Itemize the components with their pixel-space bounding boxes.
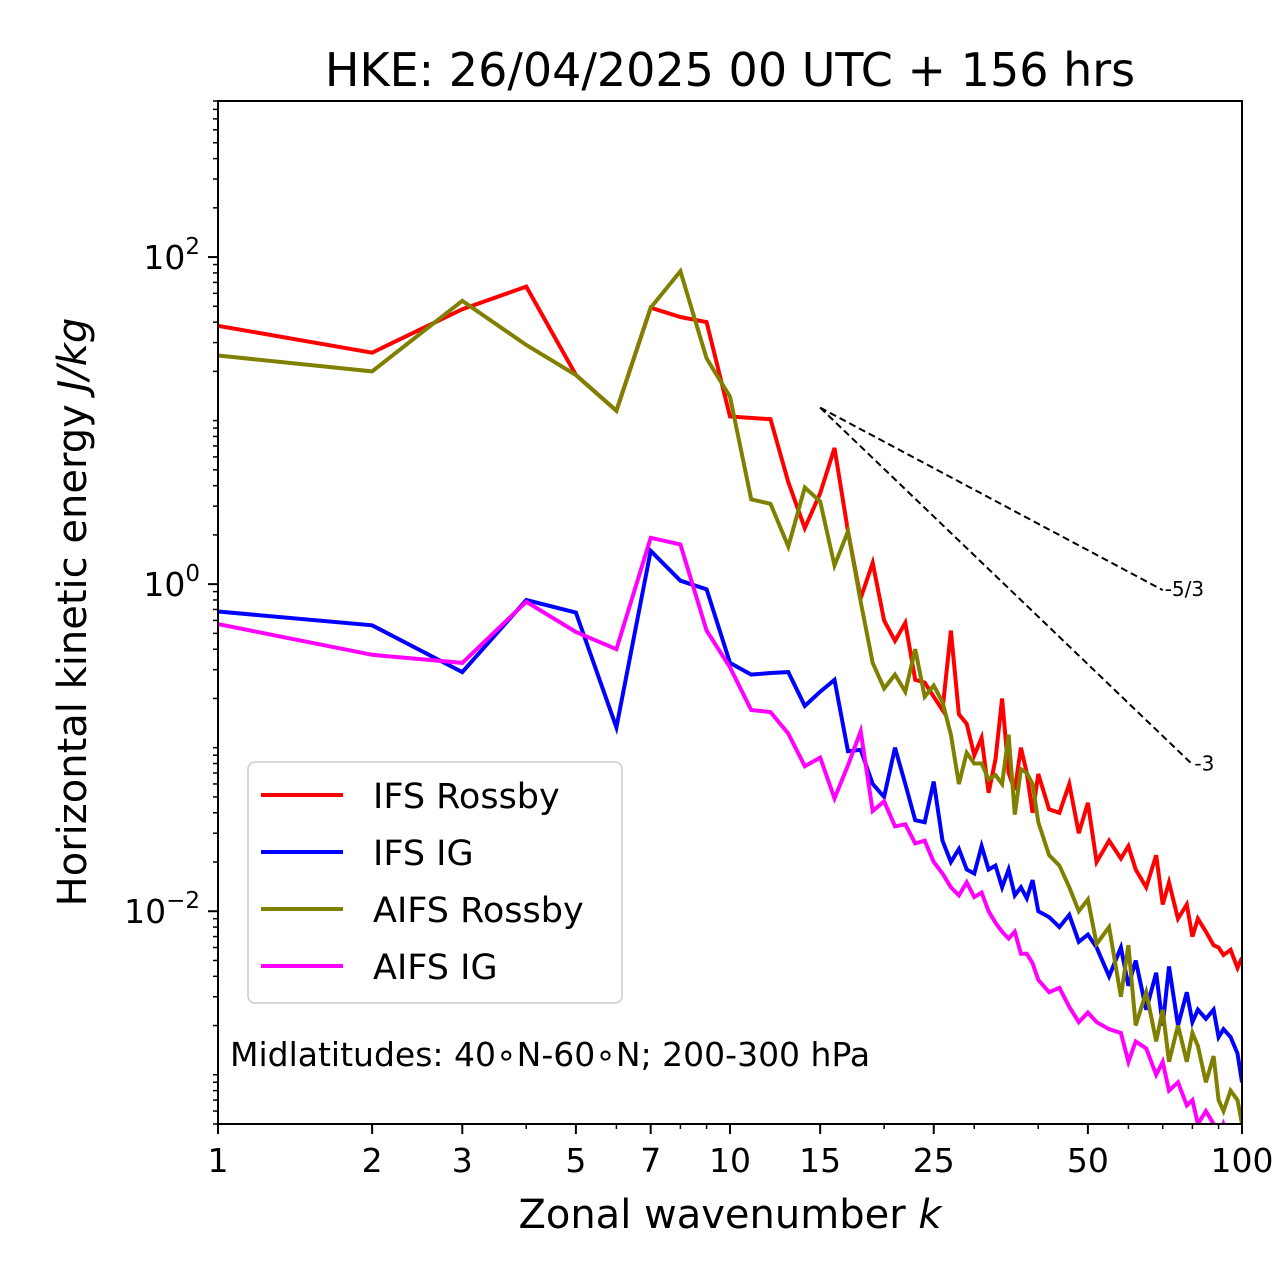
slope-line-0 [819,406,1164,591]
chart-title: HKE: 26/04/2025 00 UTC + 156 hrs [325,43,1135,97]
y-tick-label: 102 [143,234,200,277]
y-axis-ticks: 102 100 10−2 [124,100,218,1125]
x-tick-label: 1 [208,1141,229,1180]
x-axis-label-var: k [918,1192,943,1238]
legend-label: IFS IG [373,834,474,874]
x-tick-label: 2 [362,1141,383,1180]
y-tick-label: 10−2 [124,888,200,931]
x-tick-label: 5 [565,1141,586,1180]
x-tick-label: 10 [709,1141,751,1180]
legend: IFS Rossby IFS IG AIFS Rossby AIFS IG [247,761,623,1004]
region-annotation: Midlatitudes: 40∘N-60∘N; 200-300 hPa [230,1035,870,1074]
slope-label-0: -5/3 [1165,577,1204,601]
x-tick-label: 3 [452,1141,473,1180]
legend-box [247,761,623,1004]
y-tick-label: 100 [143,561,200,604]
legend-label: AIFS IG [373,948,498,988]
x-tick-label: 7 [640,1141,661,1180]
series-line-aifs-rossby [218,267,1242,1124]
slope-label-1: -3 [1194,751,1214,775]
series-line-ifs-rossby [218,284,1242,974]
series-line-aifs-ig [218,535,1226,1124]
x-tick-label: 50 [1067,1141,1109,1180]
x-tick-label: 25 [913,1141,955,1180]
reference-slopes: -5/3 -3 [819,406,1214,775]
x-axis-label-text: Zonal wavenumber [518,1192,906,1238]
legend-label: IFS Rossby [373,777,560,817]
series-layer [218,267,1242,1124]
slope-line-1 [819,406,1194,766]
series-line-ifs-ig [218,546,1242,1083]
y-axis-label-text: Horizontal kinetic energy [50,404,96,906]
y-axis-label-unit: J/kg [50,318,96,399]
x-axis-label: Zonal wavenumber k [518,1192,943,1238]
x-axis-ticks: 1 2 3 5 7 10 15 25 50 100 [208,1124,1274,1180]
legend-label: AIFS Rossby [373,891,584,931]
x-tick-label: 15 [799,1141,841,1180]
y-axis-label: Horizontal kinetic energy J/kg [50,318,96,907]
x-tick-label: 100 [1211,1141,1274,1180]
